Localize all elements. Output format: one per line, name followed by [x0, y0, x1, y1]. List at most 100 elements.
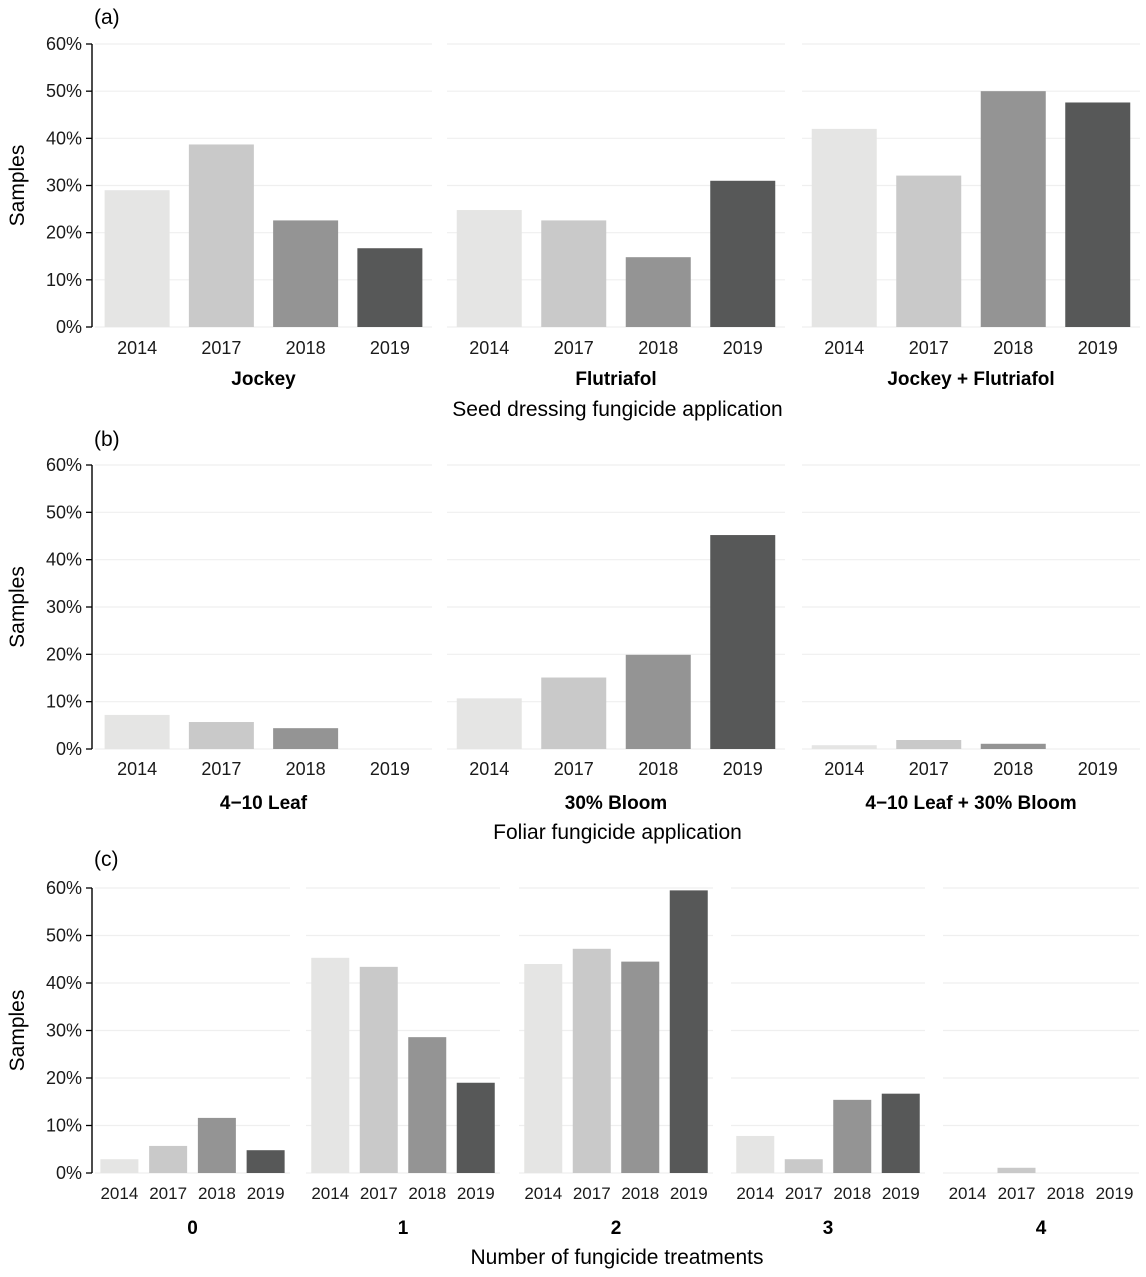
x-tick-label: 2014	[117, 338, 157, 358]
y-tick-label: 40%	[46, 128, 82, 148]
bar	[833, 1099, 872, 1173]
y-axis-title: Samples	[6, 990, 29, 1072]
bar	[246, 1150, 285, 1173]
facet-label: Jockey	[231, 369, 296, 390]
bar	[896, 175, 962, 327]
y-tick-label: 50%	[46, 926, 82, 946]
bar	[541, 677, 607, 749]
x-axis-title: Foliar fungicide application	[493, 821, 742, 844]
facet-0: 2014 2017 2018 2019 0	[100, 1117, 285, 1239]
x-tick-label: 2017	[998, 1184, 1036, 1203]
x-tick-label: 2017	[149, 1184, 187, 1203]
y-tick-label: 10%	[46, 270, 82, 290]
x-tick-label: 2018	[408, 1184, 446, 1203]
facet-1: 2014 2017 2018 2019 30% Bloom	[456, 535, 776, 814]
x-tick-label: 2019	[723, 759, 763, 779]
x-tick-label: 2019	[457, 1184, 495, 1203]
x-tick-label: 2017	[201, 759, 241, 779]
bar	[784, 1159, 823, 1173]
y-tick-label: 20%	[46, 1068, 82, 1088]
bar	[408, 1037, 447, 1173]
bar	[896, 740, 962, 749]
x-tick-label: 2018	[286, 338, 326, 358]
facet-2: 2014 2017 2018 2019 2	[524, 890, 708, 1239]
x-tick-label: 2018	[993, 759, 1033, 779]
bar	[359, 966, 398, 1173]
y-tick-label: 40%	[46, 973, 82, 993]
bar	[811, 745, 877, 749]
bar	[100, 1159, 139, 1173]
facet-0: 2014 2017 2018 2019 Jockey	[104, 144, 423, 390]
facet-label: 4−10 Leaf	[220, 793, 308, 814]
x-tick-label: 2017	[554, 338, 594, 358]
y-tick-label: 30%	[46, 1021, 82, 1041]
x-tick-label: 2018	[198, 1184, 236, 1203]
x-tick-label: 2017	[909, 338, 949, 358]
x-tick-label: 2017	[785, 1184, 823, 1203]
x-tick-label: 2018	[638, 338, 678, 358]
y-axis-title: Samples	[6, 566, 29, 648]
bar	[456, 698, 522, 749]
x-tick-label: 2014	[117, 759, 157, 779]
facet-label: 3	[823, 1218, 834, 1239]
x-tick-label: 2014	[100, 1184, 138, 1203]
panel-tag: (b)	[94, 428, 120, 451]
y-tick-label: 60%	[46, 455, 82, 475]
facet-1: 2014 2017 2018 2019 1	[311, 957, 495, 1239]
facet-2: 2014 2017 2018 2019 Jockey + Flutriafol	[811, 91, 1131, 390]
chart-panel-2: 0%10%20%30%40%50%60%Samples(c)2014 2017 20…	[6, 848, 1139, 1269]
x-tick-label: 2018	[621, 1184, 659, 1203]
bar	[456, 1082, 495, 1173]
bar	[1065, 102, 1131, 327]
x-tick-label: 2014	[311, 1184, 349, 1203]
bar	[149, 1145, 188, 1173]
bar	[710, 180, 776, 327]
bar	[669, 890, 708, 1173]
bar	[104, 714, 170, 749]
chart-panel-0: 0%10%20%30%40%50%60%Samples(a)2014 2017 20…	[6, 6, 1140, 421]
panel-tag: (a)	[94, 6, 120, 29]
x-tick-label: 2017	[573, 1184, 611, 1203]
bar	[625, 654, 691, 749]
y-tick-label: 10%	[46, 692, 82, 712]
x-axis-title: Number of fungicide treatments	[471, 1246, 764, 1269]
x-tick-label: 2017	[201, 338, 241, 358]
facet-label: 4−10 Leaf + 30% Bloom	[865, 793, 1076, 814]
y-tick-label: 50%	[46, 502, 82, 522]
x-tick-label: 2017	[909, 759, 949, 779]
bar	[357, 248, 423, 327]
bar	[980, 91, 1046, 328]
x-tick-label: 2017	[554, 759, 594, 779]
y-tick-label: 0%	[56, 739, 82, 759]
bar	[997, 1167, 1036, 1173]
y-tick-label: 0%	[56, 1163, 82, 1183]
y-axis-title: Samples	[6, 145, 29, 227]
x-tick-label: 2018	[1047, 1184, 1085, 1203]
facet-0: 2014 2017 2018 2019 4−10 Leaf	[104, 714, 410, 814]
y-tick-label: 10%	[46, 1116, 82, 1136]
panel-tag: (c)	[94, 848, 119, 871]
x-tick-label: 2014	[736, 1184, 774, 1203]
x-tick-label: 2014	[824, 338, 864, 358]
x-tick-label: 2019	[882, 1184, 920, 1203]
x-tick-label: 2017	[360, 1184, 398, 1203]
x-tick-label: 2019	[370, 759, 410, 779]
bar	[524, 964, 563, 1173]
chart-panel-1: 0%10%20%30%40%50%60%Samples(b)2014 2017 20…	[6, 428, 1140, 844]
x-tick-label: 2014	[469, 338, 509, 358]
facet-label: 1	[398, 1218, 409, 1239]
bar	[188, 722, 254, 749]
bar	[188, 144, 254, 327]
x-tick-label: 2019	[370, 338, 410, 358]
x-tick-label: 2019	[1096, 1184, 1134, 1203]
bar	[456, 210, 522, 327]
bar	[197, 1117, 236, 1173]
bar	[541, 220, 607, 327]
bar	[273, 220, 339, 327]
y-tick-label: 60%	[46, 878, 82, 898]
bar	[625, 257, 691, 327]
bar	[710, 535, 776, 749]
x-tick-label: 2018	[638, 759, 678, 779]
x-axis-title: Seed dressing fungicide application	[452, 398, 782, 421]
